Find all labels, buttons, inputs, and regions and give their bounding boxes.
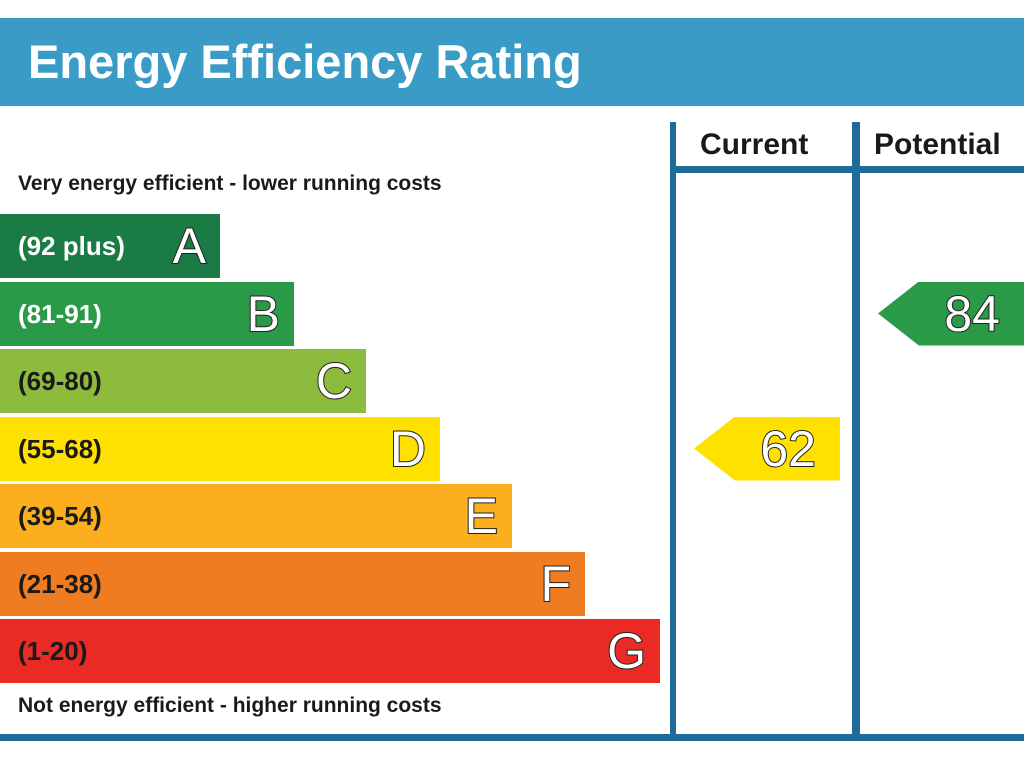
band-d: (55-68) D bbox=[0, 416, 440, 481]
band-range-label: (55-68) bbox=[18, 433, 102, 464]
band-range-label: (92 plus) bbox=[18, 231, 125, 261]
title-bar: Energy Efficiency Rating bbox=[0, 18, 1024, 106]
potential-rating-arrow: 84 bbox=[878, 281, 1024, 346]
divider-middle bbox=[852, 122, 860, 738]
divider-left bbox=[670, 122, 676, 738]
potential-column-header: Potential bbox=[874, 128, 1001, 161]
band-letter: C bbox=[315, 352, 353, 410]
band-range-label: (69-80) bbox=[18, 366, 102, 396]
current-column-header: Current bbox=[700, 128, 809, 161]
band-a: (92 plus) A bbox=[0, 214, 220, 278]
header-underline bbox=[670, 166, 1024, 173]
current-rating-value: 62 bbox=[759, 420, 817, 478]
current-rating-arrow: 62 bbox=[694, 416, 840, 481]
band-letter: F bbox=[539, 555, 572, 613]
band-range-label: (39-54) bbox=[18, 501, 102, 531]
band-b: (81-91) B bbox=[0, 281, 294, 346]
top-caption: Very energy efficient - lower running co… bbox=[18, 172, 442, 195]
band-range-label: (81-91) bbox=[18, 298, 102, 329]
band-e: (39-54) E bbox=[0, 484, 512, 548]
band-g: (1-20) G bbox=[0, 619, 660, 683]
band-range-label: (1-20) bbox=[18, 636, 88, 666]
band-letter: A bbox=[172, 217, 207, 275]
band-range-label: (21-38) bbox=[18, 568, 102, 599]
potential-rating-value: 84 bbox=[943, 285, 1001, 343]
bottom-border bbox=[0, 734, 1024, 741]
band-letter: B bbox=[246, 285, 281, 343]
chart-title: Energy Efficiency Rating bbox=[28, 35, 582, 88]
bottom-caption: Not energy efficient - higher running co… bbox=[18, 694, 442, 717]
band-letter: D bbox=[389, 420, 427, 478]
band-f: (21-38) F bbox=[0, 551, 585, 616]
band-c: (69-80) C bbox=[0, 349, 366, 413]
band-letter: G bbox=[606, 622, 647, 680]
band-letter: E bbox=[464, 487, 499, 545]
